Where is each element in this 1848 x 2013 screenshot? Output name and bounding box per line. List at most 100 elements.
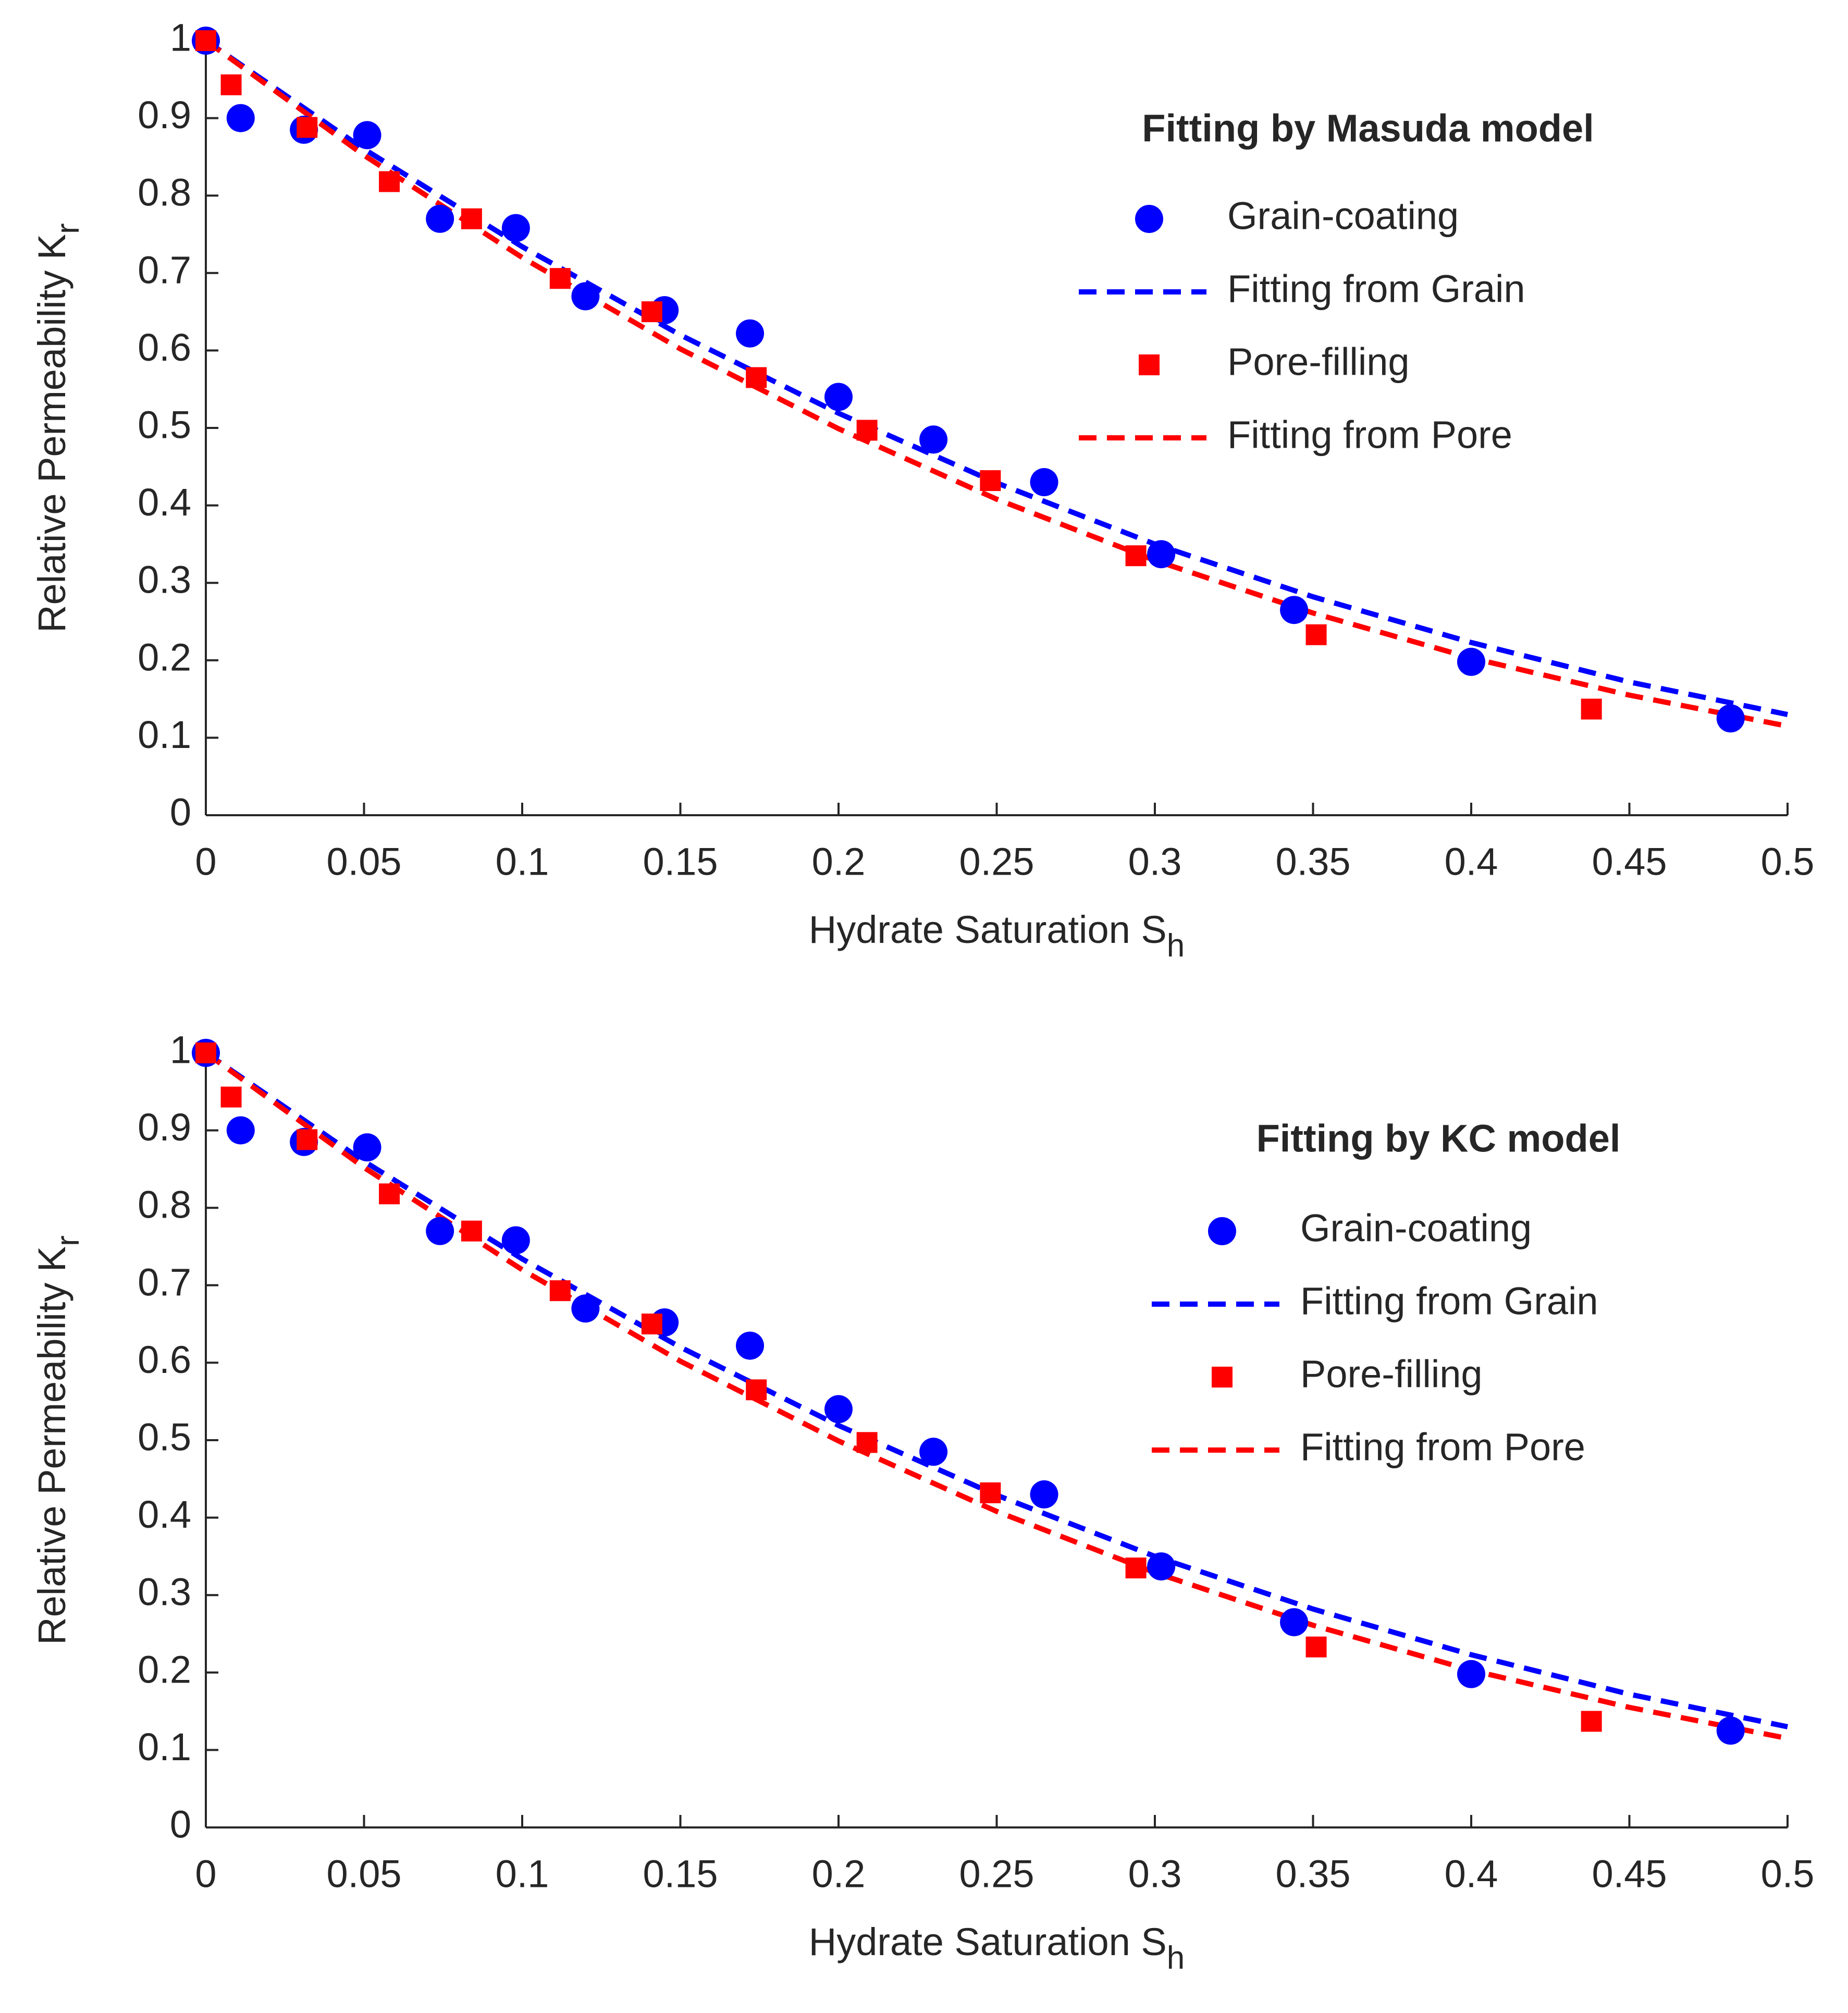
x-axis-label: Hydrate Saturation Sh [809, 1920, 1185, 1977]
data-point [226, 104, 255, 132]
data-point [1030, 1480, 1058, 1509]
data-point [226, 1116, 255, 1145]
data-point [1305, 624, 1327, 645]
data-point [1125, 545, 1147, 567]
legend-label: Pore-filling [1227, 340, 1410, 384]
data-point [1280, 596, 1309, 624]
data-point [1457, 1660, 1485, 1688]
x-tick-label: 0.25 [959, 1852, 1034, 1896]
x-tick-label: 0.1 [496, 840, 549, 883]
data-point [1030, 468, 1058, 497]
data-point [353, 1133, 381, 1162]
data-point [426, 1217, 454, 1245]
data-point [297, 1129, 318, 1150]
plot-area [192, 1039, 1789, 1745]
data-point [980, 470, 1001, 492]
x-tick-label: 0.4 [1445, 1852, 1498, 1896]
data-point [571, 282, 600, 311]
y-tick-label: 0.2 [138, 1648, 191, 1691]
data-point [736, 1331, 765, 1360]
x-tick-label: 0.05 [326, 840, 401, 883]
x-tick-label: 0.45 [1592, 1852, 1667, 1896]
data-point [746, 367, 767, 388]
x-tick-label: 0.5 [1761, 840, 1815, 883]
data-point [1716, 704, 1745, 733]
data-point [746, 1379, 767, 1401]
data-point [824, 383, 853, 411]
data-point [980, 1482, 1001, 1504]
x-tick-label: 0.35 [1275, 840, 1350, 883]
data-point [426, 204, 454, 233]
y-tick-label: 0.5 [138, 1416, 191, 1459]
chart-title: Fitting by Masuda model [1142, 107, 1594, 150]
x-tick-label: 0.15 [643, 840, 718, 883]
y-tick-label: 1 [170, 16, 191, 59]
data-point [736, 319, 765, 348]
legend-label: Fitting from Pore [1227, 413, 1512, 457]
x-tick-label: 0.15 [643, 1852, 718, 1896]
data-point [919, 1438, 948, 1466]
data-point [919, 425, 948, 454]
data-point [461, 208, 482, 229]
x-axis-label-sub: h [1167, 928, 1185, 964]
y-axis-label-sub: r [50, 1235, 86, 1246]
data-point [220, 1086, 242, 1108]
y-tick-label: 0.7 [138, 1260, 191, 1304]
data-point [571, 1294, 600, 1323]
y-tick-label: 0.7 [138, 248, 191, 291]
data-point [461, 1220, 482, 1242]
y-axis-label-main: Relative Permeability K [30, 1246, 73, 1645]
y-tick-label: 0.6 [138, 1338, 191, 1381]
y-tick-label: 0.9 [138, 93, 191, 137]
y-axis-label: Relative Permeability Kr [30, 1235, 87, 1645]
y-tick-label: 0.3 [138, 558, 191, 602]
legend-label: Fitting from Pore [1300, 1426, 1585, 1469]
x-tick-label: 0.4 [1445, 840, 1498, 883]
legend-label: Fitting from Grain [1300, 1280, 1598, 1323]
data-point [1125, 1557, 1147, 1579]
x-tick-label: 0.3 [1128, 840, 1182, 883]
y-tick-label: 0.8 [138, 171, 191, 214]
data-point [1716, 1716, 1745, 1745]
y-tick-label: 1 [170, 1028, 191, 1072]
x-tick-label: 0.2 [812, 1852, 866, 1896]
x-tick-label: 0.05 [326, 1852, 401, 1896]
x-axis-label: Hydrate Saturation Sh [809, 908, 1185, 964]
data-point [641, 1314, 662, 1335]
y-tick-label: 0.5 [138, 403, 191, 447]
data-point [297, 117, 318, 138]
data-point [1457, 647, 1485, 676]
x-tick-label: 0.35 [1275, 1852, 1350, 1896]
legend-symbol [1212, 1367, 1233, 1388]
legend-label: Fitting from Grain [1227, 267, 1525, 311]
y-axis-label-sub: r [50, 223, 86, 234]
x-axis-label-main: Hydrate Saturation S [809, 1920, 1167, 1963]
y-tick-label: 0.1 [138, 1725, 191, 1769]
y-tick-label: 0.3 [138, 1570, 191, 1614]
data-point [1581, 1711, 1602, 1732]
data-point [549, 1280, 571, 1302]
y-tick-label: 0.9 [138, 1106, 191, 1149]
data-point [1305, 1636, 1327, 1658]
plot-area [192, 27, 1789, 733]
data-point [1581, 698, 1602, 720]
x-tick-label: 0.5 [1761, 1852, 1815, 1896]
y-tick-label: 0.4 [138, 1493, 191, 1536]
y-tick-label: 0.1 [138, 713, 191, 756]
y-tick-label: 0 [170, 791, 191, 834]
legend-symbol [1135, 205, 1163, 233]
data-point [379, 171, 400, 192]
x-tick-label: 0 [195, 840, 216, 883]
chart-title: Fitting by KC model [1256, 1117, 1621, 1160]
y-axis-label: Relative Permeability Kr [30, 223, 87, 633]
data-point [856, 1432, 878, 1453]
y-tick-label: 0.8 [138, 1183, 191, 1226]
data-point [501, 214, 530, 242]
data-point [1280, 1608, 1309, 1637]
data-point [856, 420, 878, 441]
data-point [220, 74, 242, 95]
x-tick-label: 0.2 [812, 840, 866, 883]
y-tick-label: 0.2 [138, 635, 191, 679]
legend-symbol [1139, 354, 1160, 375]
x-tick-label: 0 [195, 1852, 216, 1896]
